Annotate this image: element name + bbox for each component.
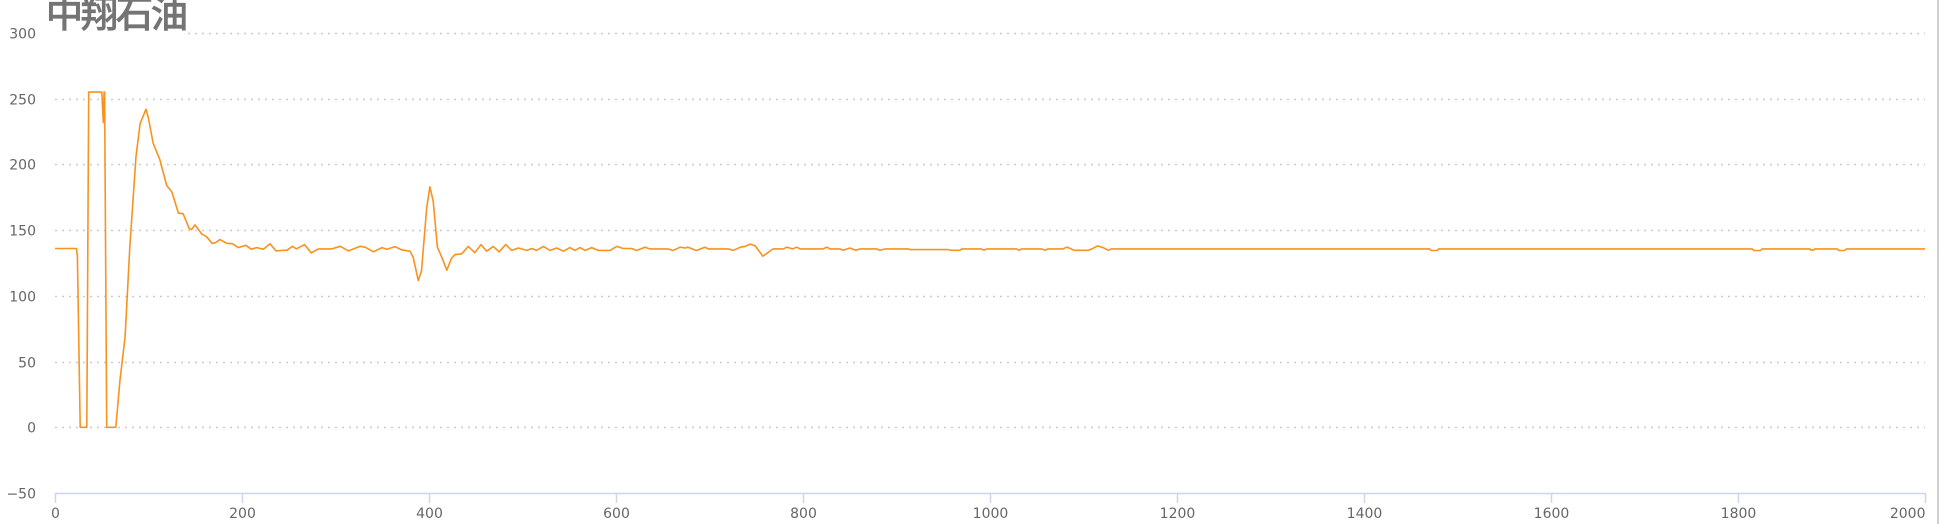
- panel-right-border: [1937, 0, 1939, 524]
- x-axis: 0 200 400 600 800 1000 1200 1400 1600 1800 2000: [51, 492, 1927, 522]
- x-tick-label: 2000: [1890, 506, 1926, 522]
- y-tick-label: 200: [9, 158, 36, 174]
- y-tick-label: 100: [9, 290, 36, 306]
- y-tick-label: −50: [6, 487, 36, 503]
- y-tick-label: 300: [9, 27, 36, 43]
- x-tick-label: 800: [790, 506, 817, 522]
- series-layer: [55, 91, 1925, 429]
- y-tick-label: 50: [18, 356, 36, 372]
- x-tick-label: 600: [603, 506, 630, 522]
- x-tick-label: 1600: [1534, 506, 1570, 522]
- x-tick-label: 1000: [973, 506, 1009, 522]
- y-axis-labels: 300 250 200 150 100 50 0 −50: [6, 27, 36, 503]
- y-tick-label: 150: [9, 224, 36, 240]
- x-tick-label: 200: [229, 506, 256, 522]
- series-line: [55, 91, 1925, 429]
- y-tick-label: 250: [9, 93, 36, 109]
- company-logo: 中翔石油: [44, 0, 188, 36]
- x-tick-label: 1200: [1160, 506, 1196, 522]
- x-tick-label: 1800: [1721, 506, 1757, 522]
- grid-lines: [55, 32, 1925, 429]
- x-tick-label: 1400: [1347, 506, 1383, 522]
- x-tick-label: 0: [51, 506, 60, 522]
- x-tick-label: 400: [416, 506, 443, 522]
- y-tick-label: 0: [27, 421, 36, 437]
